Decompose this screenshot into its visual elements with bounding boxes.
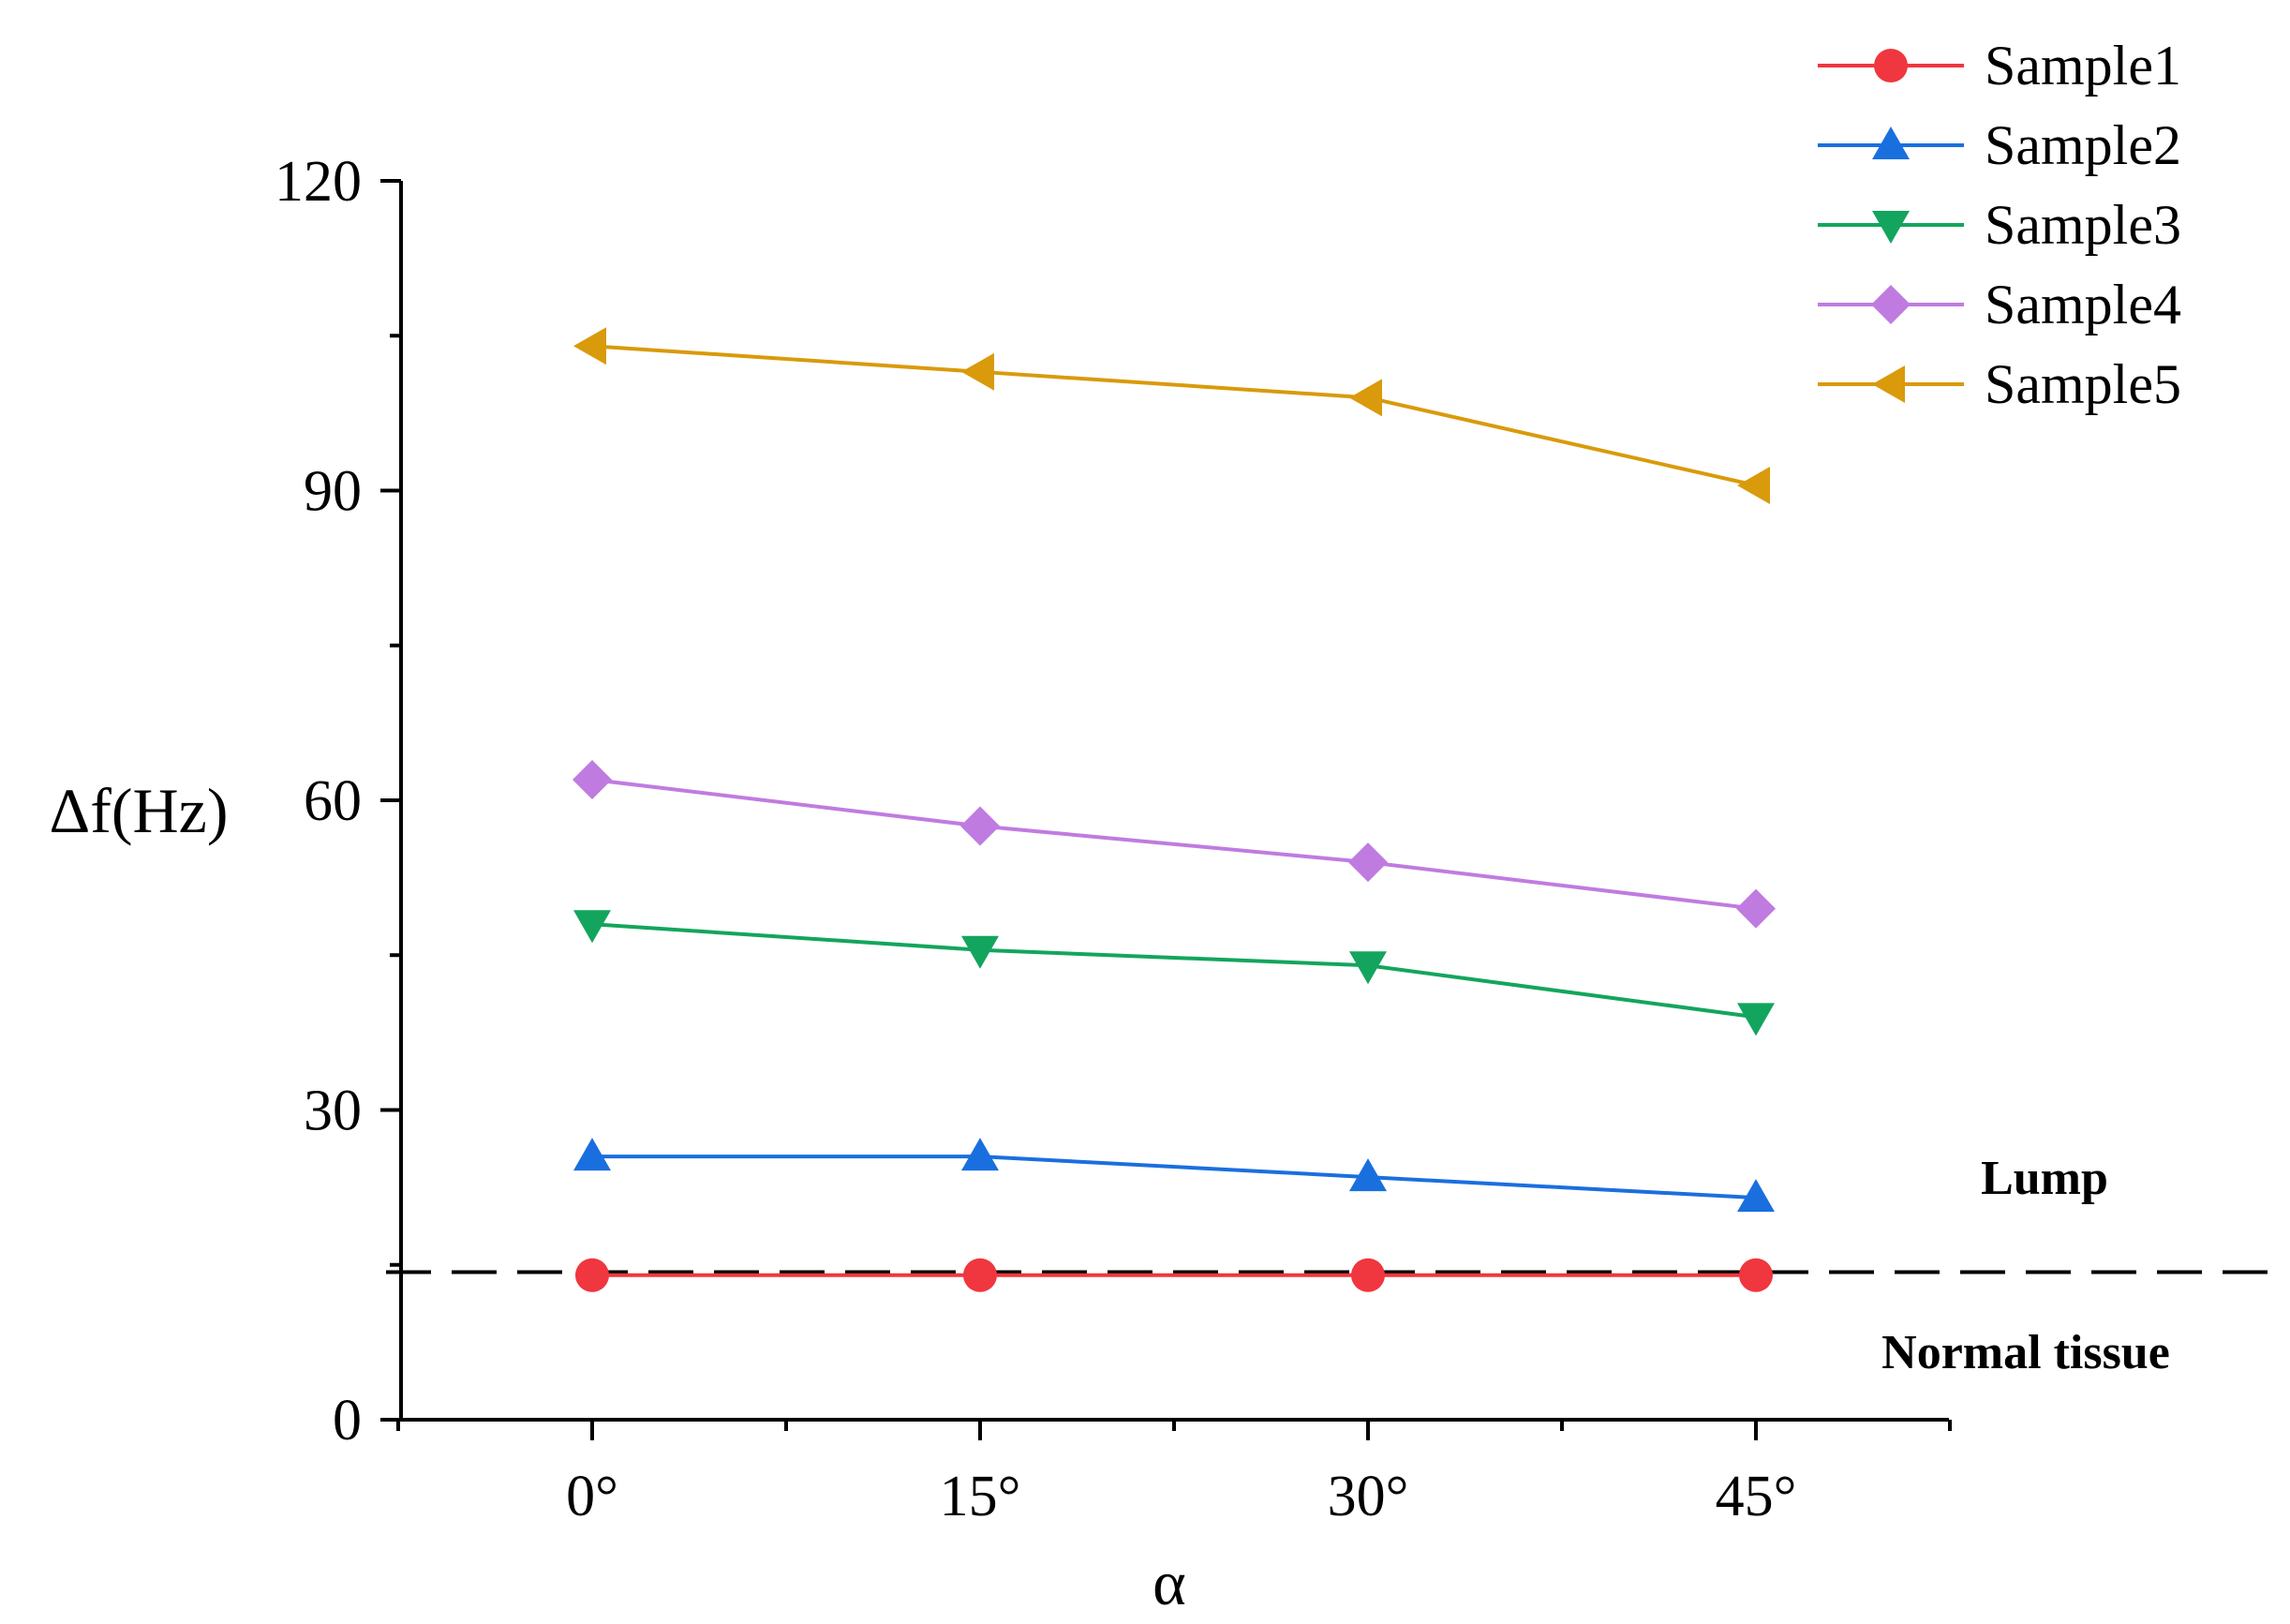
x-tick-label: 30° bbox=[1328, 1465, 1409, 1528]
data-point bbox=[572, 759, 612, 799]
y-tick-label: 120 bbox=[275, 150, 362, 214]
series-sample2 bbox=[573, 1138, 1775, 1213]
data-point bbox=[1349, 1158, 1387, 1192]
y-tick-label: 60 bbox=[304, 769, 362, 833]
legend-label: Sample3 bbox=[1985, 194, 2181, 256]
series-sample3 bbox=[573, 910, 1775, 1036]
legend-label: Sample2 bbox=[1985, 114, 2181, 176]
x-axis-title: α bbox=[1152, 1547, 1186, 1618]
legend-item-sample4: Sample4 bbox=[1818, 274, 2181, 335]
data-point bbox=[1736, 888, 1776, 929]
y-tick-label: 90 bbox=[304, 460, 362, 524]
data-point bbox=[1737, 1179, 1775, 1213]
legend-marker bbox=[1872, 127, 1910, 159]
series-line bbox=[591, 777, 1757, 911]
data-point bbox=[961, 1138, 999, 1171]
annotation-lump: Lump bbox=[1981, 1152, 2108, 1205]
series-line bbox=[591, 344, 1757, 487]
data-point bbox=[1351, 1258, 1385, 1292]
data-point bbox=[961, 935, 999, 969]
series-line bbox=[592, 1155, 1757, 1200]
legend-item-sample3: Sample3 bbox=[1818, 194, 2181, 256]
legend-item-sample1: Sample1 bbox=[1818, 35, 2181, 97]
data-point bbox=[573, 327, 606, 365]
series-sample4 bbox=[572, 759, 1776, 929]
legend-item-sample5: Sample5 bbox=[1818, 353, 2181, 415]
series-line bbox=[591, 922, 1757, 1020]
series-sample5 bbox=[573, 327, 1770, 504]
y-axis-title: Δf(Hz) bbox=[50, 775, 229, 846]
annotation-normal-tissue: Normal tissue bbox=[1881, 1326, 2170, 1379]
data-point bbox=[963, 1258, 997, 1292]
legend-label: Sample1 bbox=[1985, 35, 2181, 97]
data-point bbox=[1737, 1003, 1775, 1036]
legend-marker bbox=[1872, 365, 1905, 403]
labels-layer: Δf(Hz) α Lump Normal tissue bbox=[50, 775, 2170, 1618]
legend-label: Sample5 bbox=[1985, 353, 2181, 415]
y-tick-label: 0 bbox=[333, 1389, 362, 1453]
data-point bbox=[1737, 466, 1770, 504]
legend-marker bbox=[1874, 49, 1908, 82]
legend-marker bbox=[1871, 285, 1911, 324]
x-tick-label: 45° bbox=[1716, 1465, 1797, 1528]
data-point bbox=[573, 1138, 611, 1171]
x-tick-label: 0° bbox=[566, 1465, 618, 1528]
legend-marker bbox=[1872, 211, 1910, 244]
legend-item-sample2: Sample2 bbox=[1818, 114, 2181, 176]
data-point bbox=[575, 1258, 609, 1292]
data-point bbox=[960, 806, 1000, 846]
data-point bbox=[1348, 842, 1388, 883]
x-tick-label: 15° bbox=[940, 1465, 1021, 1528]
data-point bbox=[1349, 951, 1387, 985]
data-point bbox=[1739, 1258, 1773, 1292]
series-sample1 bbox=[575, 1258, 1773, 1292]
data-point bbox=[1349, 379, 1382, 417]
legend: Sample1 Sample2 Sample3 Sample4 Sample5 bbox=[1818, 35, 2181, 415]
series-layer bbox=[572, 327, 1776, 1292]
axes: 0 30 60 90 120 0° 15° 30° 45° bbox=[275, 150, 1952, 1528]
data-point bbox=[573, 910, 611, 944]
y-tick-label: 30 bbox=[304, 1080, 362, 1143]
legend-label: Sample4 bbox=[1985, 274, 2181, 335]
data-point bbox=[961, 352, 994, 391]
